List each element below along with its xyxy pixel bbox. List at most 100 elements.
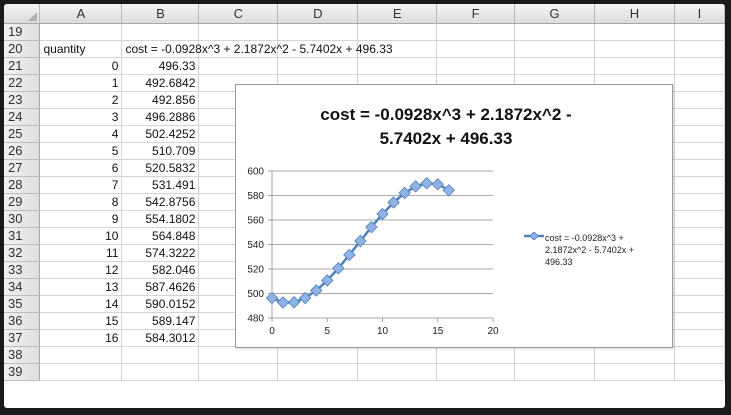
- cell-a[interactable]: 10: [39, 227, 123, 245]
- data-point[interactable]: [431, 178, 444, 191]
- cell-i[interactable]: [674, 295, 725, 313]
- cell-a[interactable]: [39, 23, 123, 41]
- column-header-a[interactable]: A: [39, 4, 123, 24]
- cell-a[interactable]: 2: [39, 91, 123, 109]
- data-point[interactable]: [298, 291, 312, 305]
- cell-b[interactable]: 492.856: [121, 91, 200, 109]
- row-header[interactable]: 26: [4, 142, 41, 160]
- cell-a[interactable]: 16: [39, 329, 123, 347]
- row-header[interactable]: 28: [4, 176, 41, 194]
- data-point[interactable]: [287, 296, 301, 309]
- cell-b[interactable]: 590.0152: [121, 295, 200, 313]
- cell-f[interactable]: [436, 57, 516, 75]
- row-header[interactable]: 34: [4, 278, 41, 296]
- cell-f[interactable]: [436, 40, 516, 58]
- row-header[interactable]: 22: [4, 74, 41, 92]
- column-header-c[interactable]: C: [198, 4, 279, 24]
- cell-a[interactable]: 15: [39, 312, 123, 330]
- cell-a[interactable]: 4: [39, 125, 123, 143]
- cell-h[interactable]: [594, 23, 675, 41]
- data-point[interactable]: [354, 234, 367, 248]
- embedded-chart[interactable]: cost = -0.0928x^3 + 2.1872x^2 - 5.7402x …: [235, 84, 673, 348]
- row-header[interactable]: 30: [4, 210, 41, 228]
- data-point[interactable]: [398, 186, 411, 200]
- cell-a[interactable]: [39, 363, 123, 381]
- cell-a[interactable]: [39, 346, 123, 364]
- data-point[interactable]: [321, 274, 334, 287]
- cell-i[interactable]: [674, 346, 725, 364]
- column-header-f[interactable]: F: [436, 4, 516, 24]
- cell-a[interactable]: 11: [39, 244, 123, 262]
- cell-i[interactable]: [674, 329, 725, 347]
- cell-b[interactable]: 574.3222: [121, 244, 200, 262]
- row-header[interactable]: 32: [4, 244, 41, 262]
- data-point[interactable]: [265, 291, 279, 305]
- row-header[interactable]: 23: [4, 91, 41, 109]
- data-point[interactable]: [332, 262, 345, 275]
- select-all-corner[interactable]: [4, 4, 41, 24]
- cell-e[interactable]: [357, 57, 438, 75]
- cell-c[interactable]: [198, 363, 279, 381]
- cell-i[interactable]: [674, 210, 725, 228]
- data-point[interactable]: [420, 177, 433, 190]
- cell-i[interactable]: [674, 312, 725, 330]
- cell-a[interactable]: quantity: [39, 40, 123, 58]
- cell-b[interactable]: 496.2886: [121, 108, 200, 126]
- data-point[interactable]: [276, 296, 290, 309]
- cell-e[interactable]: [357, 363, 438, 381]
- column-header-i[interactable]: I: [674, 4, 725, 24]
- column-header-e[interactable]: E: [357, 4, 438, 24]
- column-header-h[interactable]: H: [594, 4, 675, 24]
- cell-h[interactable]: [594, 346, 675, 364]
- cell-b[interactable]: 520.5832: [121, 159, 200, 177]
- cell-b[interactable]: 510.709: [121, 142, 200, 160]
- cell-a[interactable]: 3: [39, 108, 123, 126]
- cell-h[interactable]: [594, 363, 675, 381]
- data-point[interactable]: [442, 184, 456, 197]
- cell-e[interactable]: [357, 23, 438, 41]
- cell-b[interactable]: 564.848: [121, 227, 200, 245]
- cell-f[interactable]: [436, 23, 516, 41]
- cell-i[interactable]: [674, 40, 725, 58]
- data-point[interactable]: [387, 196, 400, 209]
- cell-i[interactable]: [674, 261, 725, 279]
- row-header[interactable]: 31: [4, 227, 41, 245]
- cell-b[interactable]: 531.491: [121, 176, 200, 194]
- cell-b[interactable]: 502.4252: [121, 125, 200, 143]
- cell-g[interactable]: [514, 57, 596, 75]
- cell-b[interactable]: 496.33: [121, 57, 200, 75]
- data-point[interactable]: [309, 284, 323, 297]
- cell-a[interactable]: 14: [39, 295, 123, 313]
- column-header-d[interactable]: D: [277, 4, 359, 24]
- cell-c[interactable]: [198, 57, 279, 75]
- cell-i[interactable]: [674, 363, 725, 381]
- cell-i[interactable]: [674, 159, 725, 177]
- row-header[interactable]: 35: [4, 295, 41, 313]
- cell-a[interactable]: 1: [39, 74, 123, 92]
- row-header[interactable]: 19: [4, 23, 41, 41]
- row-header[interactable]: 21: [4, 57, 41, 75]
- cell-g[interactable]: [514, 40, 596, 58]
- cell-b[interactable]: cost = -0.0928x^3 + 2.1872x^2 - 5.7402x …: [121, 40, 393, 58]
- cell-i[interactable]: [674, 227, 725, 245]
- cell-d[interactable]: [277, 346, 359, 364]
- cell-b[interactable]: [121, 363, 200, 381]
- row-header[interactable]: 24: [4, 108, 41, 126]
- cell-d[interactable]: [277, 363, 359, 381]
- cell-a[interactable]: 6: [39, 159, 123, 177]
- cell-i[interactable]: [674, 91, 725, 109]
- cell-d[interactable]: [277, 57, 359, 75]
- row-header[interactable]: 29: [4, 193, 41, 211]
- cell-i[interactable]: [674, 244, 725, 262]
- cell-i[interactable]: [674, 74, 725, 92]
- cell-e[interactable]: [357, 40, 438, 58]
- cell-i[interactable]: [674, 23, 725, 41]
- cell-f[interactable]: [436, 363, 516, 381]
- cell-c[interactable]: [198, 40, 279, 58]
- cell-g[interactable]: [514, 23, 596, 41]
- data-point[interactable]: [376, 207, 389, 221]
- data-point[interactable]: [365, 220, 378, 234]
- cell-b[interactable]: 584.3012: [121, 329, 200, 347]
- cell-b[interactable]: 554.1802: [121, 210, 200, 228]
- cell-a[interactable]: 7: [39, 176, 123, 194]
